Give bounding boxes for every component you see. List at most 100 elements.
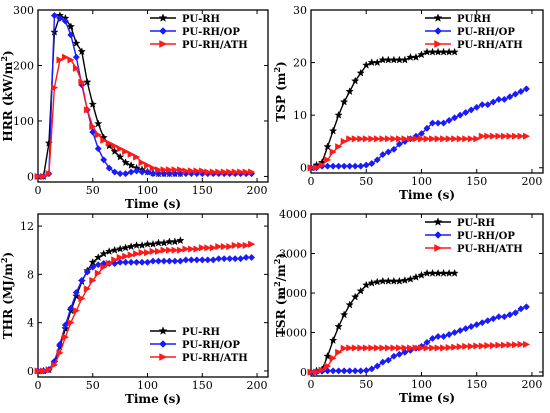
data-point [462, 325, 470, 333]
data-point [439, 47, 448, 56]
data-point [176, 246, 185, 254]
data-point [522, 303, 530, 311]
data-point [165, 257, 173, 265]
data-point [511, 132, 520, 140]
plot-frame [37, 9, 269, 183]
data-point [422, 268, 432, 277]
data-point [248, 240, 256, 248]
data-point [506, 93, 514, 101]
data-point [324, 367, 332, 375]
data-point [418, 135, 426, 143]
data-point [126, 160, 136, 169]
legend-label: PU-RH/ATH [182, 353, 248, 364]
y-tick-label: 0 [300, 162, 307, 175]
data-point [50, 84, 59, 92]
legend-marker [159, 40, 168, 48]
data-point [384, 135, 393, 143]
data-point [406, 135, 415, 143]
data-point [390, 352, 398, 360]
data-point [61, 333, 70, 341]
x-tick-label: 100 [411, 175, 432, 188]
data-point [324, 156, 332, 164]
data-point [462, 135, 470, 143]
data-point [517, 132, 525, 140]
x-tick-label: 150 [466, 175, 487, 188]
data-point [417, 130, 426, 138]
y-tick-label: 4 [27, 317, 34, 330]
y-tick-label: 2000 [279, 287, 307, 300]
data-point [198, 167, 207, 175]
data-point [433, 268, 443, 277]
data-point [165, 246, 174, 254]
data-point [204, 168, 212, 176]
data-point [133, 153, 141, 161]
data-point [357, 162, 365, 170]
data-point [384, 55, 393, 64]
legend-item-1: PURH [425, 13, 491, 25]
data-point [346, 162, 354, 170]
x-tick-label: 200 [247, 184, 268, 197]
data-point [384, 344, 393, 352]
y-axis-label: TSP (m2) [272, 61, 288, 121]
data-point [176, 236, 185, 245]
x-axis-label: Time (s) [399, 391, 455, 405]
data-point [110, 245, 119, 254]
data-point [328, 336, 338, 345]
data-point [143, 258, 152, 266]
data-point [149, 164, 157, 172]
series-line [38, 56, 252, 178]
legend: PU-RH PU-RH/OP PU-RH/ATH [150, 13, 248, 51]
data-point [72, 53, 80, 61]
data-point [226, 242, 234, 251]
data-point [334, 322, 343, 331]
data-point [373, 344, 382, 352]
data-point [187, 245, 196, 253]
data-point [226, 168, 234, 176]
data-point [100, 263, 108, 271]
x-tick-label: 0 [308, 175, 315, 188]
data-point [313, 368, 321, 376]
data-point [318, 161, 326, 169]
data-point [307, 368, 315, 376]
data-point [149, 257, 157, 265]
data-point [478, 342, 486, 350]
data-point [423, 338, 431, 346]
data-point [434, 119, 442, 127]
legend-label: PURH [457, 14, 491, 25]
data-point [362, 366, 370, 375]
data-point [45, 170, 53, 178]
legend-label: PU-RH/OP [182, 340, 240, 351]
data-point [209, 256, 217, 264]
data-point [456, 327, 464, 335]
data-point [127, 258, 135, 266]
data-point [467, 342, 475, 350]
x-tick-label: 150 [192, 184, 213, 197]
data-point [138, 168, 146, 176]
data-point [440, 135, 448, 143]
y-tick-label: 0 [27, 365, 34, 378]
data-point [61, 17, 69, 25]
data-point [329, 367, 337, 375]
data-point [506, 132, 514, 140]
data-point [373, 156, 381, 164]
data-point [204, 256, 212, 264]
data-point [78, 276, 86, 284]
data-point [401, 344, 409, 352]
data-point [395, 350, 403, 358]
data-point [433, 47, 443, 56]
data-point [182, 245, 190, 253]
data-point [500, 341, 509, 349]
data-point [149, 247, 157, 256]
data-point [77, 47, 86, 56]
data-point [66, 22, 76, 31]
data-point [484, 317, 492, 325]
data-point [198, 244, 207, 252]
legend-label: PU-RH [182, 14, 220, 25]
data-point [346, 367, 354, 375]
data-point [83, 77, 92, 86]
series-1 [33, 11, 185, 181]
data-point [395, 276, 404, 285]
data-point [100, 156, 108, 164]
y-tick-label: 200 [13, 59, 34, 72]
data-point [159, 238, 169, 247]
